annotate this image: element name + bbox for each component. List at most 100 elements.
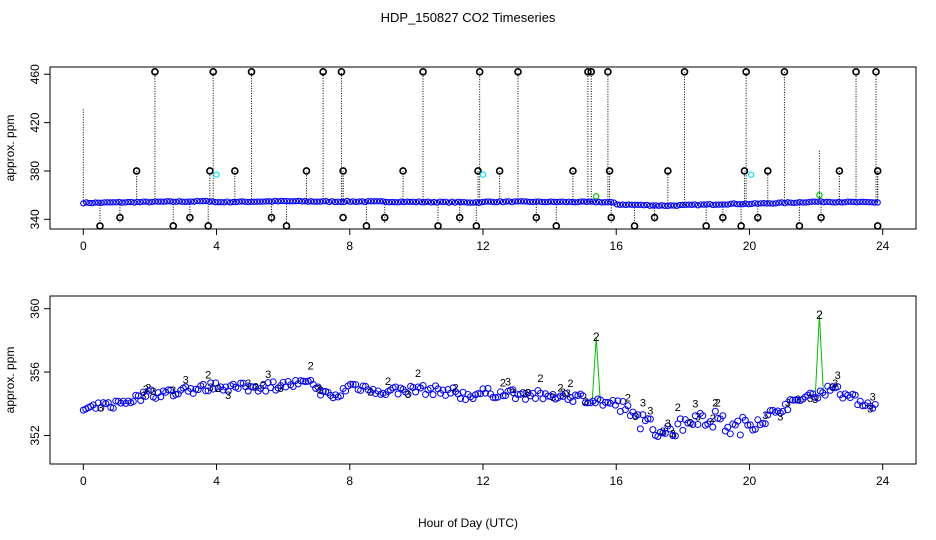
data-point — [835, 198, 842, 206]
data-point — [598, 199, 606, 206]
data-point — [397, 198, 405, 205]
data-point — [319, 387, 327, 395]
data-point — [799, 199, 806, 206]
data-point — [236, 198, 243, 205]
data-point — [212, 379, 220, 387]
flagged-point — [204, 222, 213, 230]
data-point — [451, 199, 459, 206]
data-point — [874, 199, 881, 206]
data-point — [269, 378, 277, 386]
data-point — [373, 198, 381, 205]
data-point — [182, 198, 189, 206]
data-point — [595, 198, 603, 206]
data-point — [724, 423, 732, 431]
data-point — [248, 198, 255, 205]
y-tick-label: 340 — [28, 209, 42, 229]
data-point — [454, 198, 462, 205]
data-point — [418, 199, 426, 206]
flag2-label: 2 — [385, 376, 391, 388]
x-tick-label: 20 — [743, 239, 757, 253]
data-point — [172, 390, 180, 398]
data-point — [569, 398, 577, 406]
data-point — [829, 199, 836, 206]
data-point — [607, 198, 615, 206]
data-point — [511, 198, 519, 205]
data-point — [319, 198, 327, 205]
data-point — [203, 197, 210, 205]
flag2-label: 2 — [593, 330, 600, 344]
data-point — [517, 198, 525, 205]
data-point — [439, 198, 447, 206]
data-point — [302, 378, 310, 386]
flag3-label: 3 — [835, 370, 841, 382]
flag3-label: 3 — [98, 402, 104, 414]
data-point — [614, 397, 622, 405]
data-point — [781, 200, 788, 207]
data-point — [619, 397, 627, 405]
flag2-label: 2 — [500, 378, 506, 390]
data-point — [176, 198, 183, 205]
data-point — [158, 198, 165, 205]
data-point — [745, 200, 752, 208]
data-point — [382, 198, 390, 206]
data-point — [667, 202, 675, 209]
data-point — [215, 198, 222, 206]
data-point — [490, 199, 498, 206]
data-point — [724, 201, 731, 208]
data-point — [769, 200, 776, 207]
flagged-point — [680, 68, 689, 76]
data-point — [862, 198, 869, 206]
data-point — [616, 201, 624, 208]
flagged-point — [872, 68, 880, 76]
flag3-label: 3 — [832, 378, 838, 390]
flag1-point — [213, 171, 220, 178]
data-point — [820, 199, 827, 206]
data-point — [727, 200, 734, 207]
data-point — [766, 407, 774, 415]
data-point — [142, 392, 150, 400]
data-point — [262, 387, 270, 395]
data-point — [505, 198, 513, 205]
data-point — [131, 199, 138, 206]
data-point — [634, 411, 642, 419]
data-point — [592, 199, 600, 206]
data-point — [415, 198, 423, 205]
data-point — [634, 201, 642, 209]
flagged-point — [474, 167, 482, 175]
flag3-label: 3 — [183, 374, 189, 386]
data-point — [748, 200, 755, 207]
data-point — [307, 198, 315, 205]
chart-title: HDP_150827 CO2 Timeseries — [381, 10, 556, 25]
data-point — [574, 199, 582, 206]
flagged-point — [552, 222, 561, 230]
data-point — [207, 379, 215, 387]
data-point — [811, 198, 818, 205]
data-point — [709, 423, 717, 431]
data-point — [489, 393, 497, 401]
flagged-point — [742, 68, 750, 76]
data-point — [457, 199, 465, 206]
data-point — [199, 380, 207, 388]
data-point — [736, 431, 744, 439]
data-point — [706, 200, 713, 208]
flagged-point — [434, 222, 442, 230]
data-point — [167, 386, 175, 394]
data-point — [865, 199, 872, 206]
data-point — [316, 198, 324, 205]
data-point — [272, 197, 279, 205]
data-point — [472, 199, 480, 206]
data-point — [766, 200, 773, 207]
data-point — [194, 197, 201, 205]
data-point — [104, 199, 111, 206]
data-point — [661, 202, 669, 209]
data-point — [711, 407, 719, 415]
data-point — [622, 201, 630, 209]
data-point — [670, 202, 678, 209]
data-point — [310, 198, 318, 205]
data-point — [297, 377, 305, 385]
data-point — [742, 200, 749, 207]
data-point — [249, 383, 257, 391]
flag2-label: 2 — [675, 402, 681, 414]
data-point — [706, 418, 714, 426]
data-point — [561, 390, 569, 398]
